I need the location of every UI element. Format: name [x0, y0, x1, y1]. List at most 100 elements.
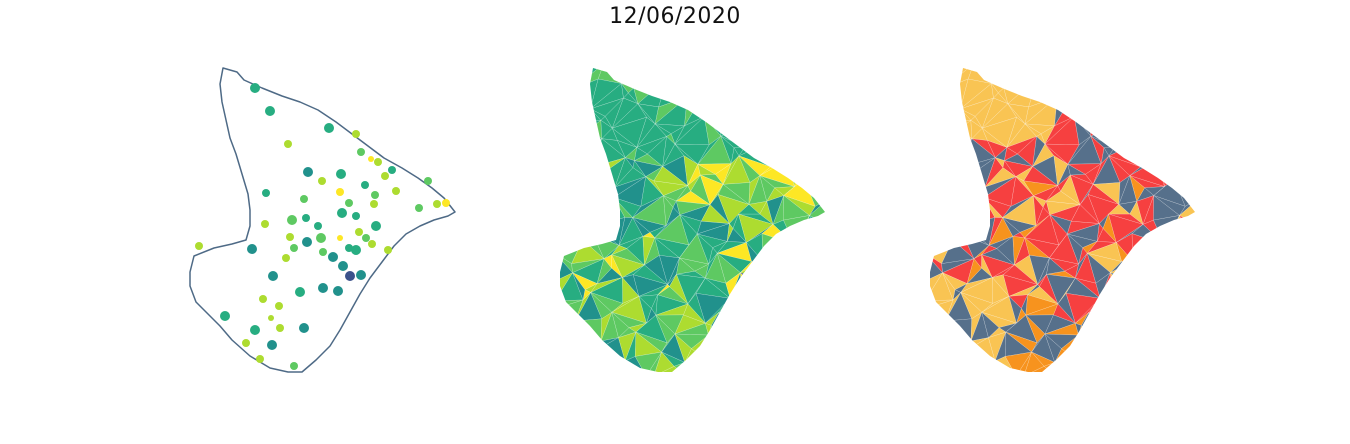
cat-region-477 — [1091, 342, 1110, 362]
cat-region-446 — [1122, 318, 1142, 339]
cat-region-343 — [1046, 257, 1066, 275]
cat-region-213 — [1046, 185, 1061, 202]
choro-region-48 — [675, 84, 707, 98]
cat-region-52 — [1065, 95, 1101, 108]
cat-region-319 — [1132, 244, 1165, 262]
cat-region-165 — [930, 156, 951, 187]
cat-region-102 — [939, 128, 973, 149]
cat-region-34 — [930, 79, 943, 102]
cat-region-80 — [1057, 96, 1067, 110]
data-point-30 — [302, 214, 310, 222]
cat-region-385 — [1135, 279, 1163, 303]
choro-region-173 — [614, 157, 634, 188]
choro-region-183 — [697, 163, 716, 176]
cat-region-458 — [939, 330, 972, 361]
cat-region-15 — [1037, 68, 1051, 88]
cat-region-416 — [1135, 291, 1163, 312]
choro-region-492 — [578, 367, 599, 372]
data-point-64 — [256, 355, 264, 363]
cat-region-507 — [1066, 352, 1093, 372]
choro-region-264 — [576, 214, 594, 241]
data-point-35 — [316, 233, 326, 243]
cat-region-506 — [1066, 352, 1102, 372]
data-point-13 — [300, 195, 308, 203]
cat-region-519 — [1174, 350, 1195, 372]
cat-region-456 — [930, 330, 952, 361]
cat-region-518 — [1174, 350, 1195, 372]
data-point-22 — [262, 189, 270, 197]
choro-region-433 — [611, 311, 630, 338]
data-point-23 — [345, 199, 353, 207]
cat-region-418 — [1161, 298, 1173, 312]
cat-region-18 — [1076, 68, 1088, 85]
cat-region-373 — [1027, 284, 1040, 295]
choro-region-49 — [687, 84, 707, 108]
data-point-44 — [345, 271, 355, 281]
cat-region-265 — [952, 225, 964, 241]
choro-region-490 — [580, 350, 591, 369]
cat-region-90 — [1136, 99, 1162, 116]
data-point-36 — [302, 237, 312, 247]
data-point-16 — [361, 181, 369, 189]
cat-region-516 — [1157, 358, 1176, 372]
cat-region-264 — [946, 214, 964, 241]
cat-region-420 — [1171, 292, 1195, 306]
choro-region-53 — [695, 84, 712, 108]
cat-region-88 — [1111, 97, 1138, 123]
cat-region-290 — [1179, 215, 1195, 229]
cat-region-421 — [1188, 292, 1195, 319]
cat-region-131 — [932, 147, 951, 158]
cat-region-93 — [1129, 108, 1152, 119]
cat-region-196 — [930, 179, 951, 207]
cat-region-232 — [946, 210, 964, 226]
cat-region-473 — [1044, 333, 1062, 363]
cat-region-233 — [938, 205, 955, 216]
choro-region-199 — [568, 177, 605, 207]
cat-region-101 — [959, 119, 973, 140]
cat-region-195 — [1174, 167, 1195, 180]
data-point-4 — [284, 140, 292, 148]
choro-region-135 — [580, 138, 603, 168]
cat-region-480 — [1140, 338, 1152, 348]
data-point-3 — [352, 130, 360, 138]
cat-region-65 — [1172, 78, 1195, 109]
cat-region-22 — [1094, 73, 1112, 90]
cat-region-511 — [1123, 350, 1140, 372]
cat-region-463 — [960, 340, 977, 351]
cat-region-447 — [1113, 318, 1142, 339]
data-point-51 — [268, 271, 278, 281]
cat-region-267 — [963, 225, 990, 246]
cat-region-103 — [939, 119, 961, 149]
cat-region-27 — [1131, 68, 1152, 82]
choro-region-403 — [638, 295, 652, 324]
cat-region-23 — [1087, 68, 1107, 79]
choro-region-164 — [560, 157, 581, 187]
cat-region-129 — [1185, 121, 1195, 149]
choro-region-66 — [560, 99, 583, 121]
data-point-56 — [275, 302, 283, 310]
choro-region-213 — [676, 185, 691, 202]
cat-region-380 — [1109, 272, 1144, 289]
choro-region-8 — [611, 68, 646, 84]
choro-region-9 — [621, 68, 646, 89]
choro-region-198 — [569, 177, 598, 207]
cat-region-452 — [1150, 328, 1186, 341]
choro-region-18 — [706, 68, 718, 85]
cat-region-64 — [1172, 78, 1195, 102]
cat-region-29 — [1150, 68, 1185, 90]
cat-region-81 — [1064, 106, 1075, 117]
choro-region-51 — [711, 77, 731, 104]
cat-region-231 — [954, 198, 975, 227]
cat-region-354 — [1150, 253, 1183, 281]
cat-region-113 — [1025, 123, 1042, 137]
cat-region-482 — [1139, 346, 1159, 360]
choro-region-22 — [724, 73, 742, 90]
cat-region-143 — [1004, 147, 1018, 161]
cat-region-260 — [930, 214, 947, 229]
cat-region-173 — [984, 157, 1004, 188]
cat-region-127 — [1150, 128, 1186, 149]
cat-region-363 — [942, 272, 956, 301]
cat-region-488 — [930, 357, 952, 372]
choro-region-457 — [560, 340, 582, 361]
cat-region-32 — [1183, 76, 1195, 90]
